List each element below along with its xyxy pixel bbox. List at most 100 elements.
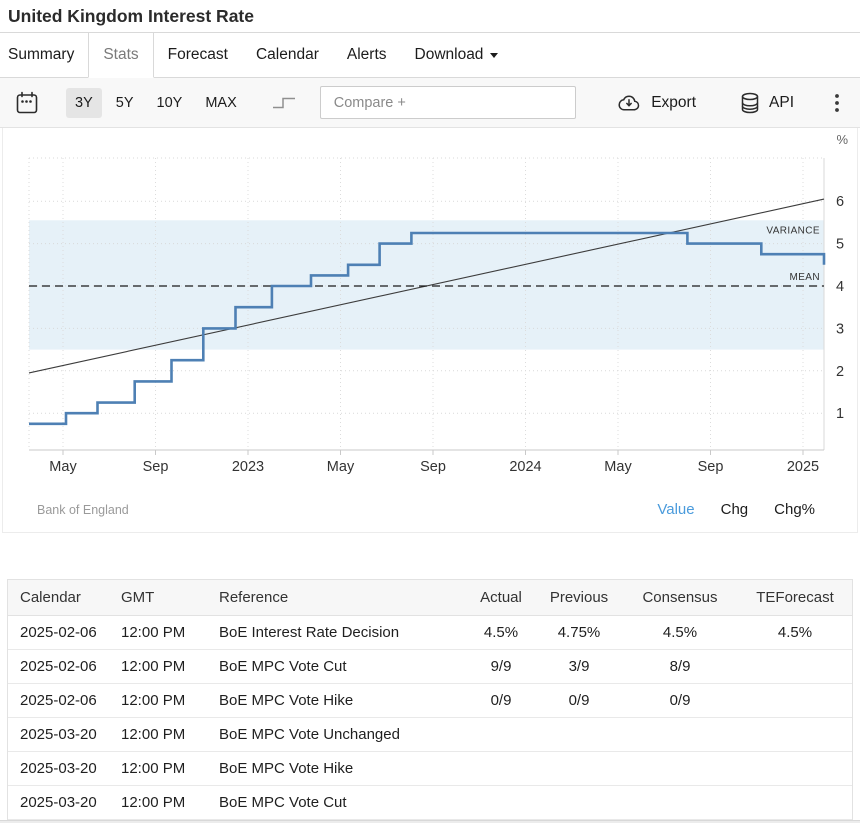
- cell-consensus: [622, 751, 738, 786]
- caret-down-icon: [490, 52, 499, 58]
- calendar-button[interactable]: [12, 88, 42, 118]
- calendar-row[interactable]: 2025-03-20 12:00 PM BoE MPC Vote Hike: [8, 751, 852, 786]
- tab-label: Download: [414, 46, 484, 63]
- chart-source: Bank of England: [37, 502, 129, 517]
- cell-previous: [536, 717, 622, 752]
- cell-gmt: 12:00 PM: [113, 683, 211, 718]
- column-header-gmt: GMT: [113, 580, 211, 616]
- next-section-edge: [0, 820, 860, 823]
- cell-gmt: 12:00 PM: [113, 649, 211, 684]
- x-tick-label: 2024: [509, 459, 541, 475]
- cell-gmt: 12:00 PM: [113, 717, 211, 752]
- tab-label: Alerts: [346, 46, 387, 63]
- range-selector: 3Y 5Y 10Y MAX: [66, 87, 246, 118]
- calendar-row[interactable]: 2025-03-20 12:00 PM BoE MPC Vote Unchanged: [8, 717, 852, 752]
- export-label: Export: [651, 93, 697, 111]
- column-header-consensus: Consensus: [622, 580, 738, 616]
- tab-download[interactable]: Download: [400, 33, 513, 77]
- chart-type-button[interactable]: [268, 92, 300, 113]
- tab-calendar[interactable]: Calendar: [241, 33, 333, 77]
- cell-reference: BoE MPC Vote Cut: [211, 785, 466, 820]
- export-button[interactable]: Export: [610, 92, 702, 114]
- range-3y-button[interactable]: 3Y: [66, 87, 102, 118]
- chart-card: 1 2 3 4 5 6 May Sep 2023 May Sep 2024 May Sep 2025 VARI…: [2, 128, 858, 533]
- range-10y-button[interactable]: 10Y: [148, 88, 192, 118]
- tab-forecast[interactable]: Forecast: [153, 33, 242, 77]
- mean-label: MEAN: [790, 272, 821, 283]
- cell-reference: BoE MPC Vote Cut: [211, 649, 466, 684]
- unit-label: %: [836, 132, 848, 147]
- column-header-previous: Previous: [536, 580, 622, 616]
- cell-consensus: 8/9: [622, 649, 738, 684]
- kebab-menu-icon: [835, 93, 839, 112]
- range-max-button[interactable]: MAX: [196, 88, 245, 118]
- compare-input[interactable]: [319, 86, 576, 119]
- cell-teforecast: [738, 785, 852, 820]
- y-tick-label: 1: [836, 406, 844, 422]
- calendar-row[interactable]: 2025-02-06 12:00 PM BoE MPC Vote Cut 9/9 3/9…: [8, 649, 852, 684]
- api-button[interactable]: API: [734, 91, 800, 115]
- cell-teforecast: 4.5%: [738, 615, 852, 650]
- step-line-icon: [272, 97, 295, 109]
- chart-mode-chg[interactable]: Chg: [720, 501, 749, 518]
- chart-mode-value[interactable]: Value: [657, 501, 695, 518]
- column-header-reference: Reference: [211, 580, 466, 616]
- tab-label: Forecast: [167, 46, 228, 63]
- cell-teforecast: [738, 717, 852, 752]
- y-tick-label: 4: [836, 279, 844, 295]
- x-tick-label: Sep: [420, 459, 446, 475]
- tab-label: Calendar: [255, 46, 319, 63]
- cell-consensus: [622, 717, 738, 752]
- page-title: United Kingdom Interest Rate: [8, 6, 254, 26]
- chart-mode-chg-[interactable]: Chg%: [774, 501, 815, 518]
- chart-mode-links: Value Chg Chg%: [657, 501, 815, 518]
- cell-gmt: 12:00 PM: [113, 615, 211, 650]
- cell-calendar: 2025-02-06: [8, 683, 113, 718]
- x-tick-label: May: [327, 459, 355, 475]
- cell-calendar: 2025-02-06: [8, 615, 113, 650]
- interest-rate-chart[interactable]: 1 2 3 4 5 6 May Sep 2023 May Sep 2024 May Sep 2025 VARI…: [3, 128, 857, 478]
- column-header-teforecast: TEForecast: [738, 580, 852, 616]
- cell-consensus: 4.5%: [622, 615, 738, 650]
- cloud-download-icon: [618, 94, 640, 111]
- calendar-row[interactable]: 2025-03-20 12:00 PM BoE MPC Vote Cut: [8, 785, 852, 820]
- tab-summary[interactable]: Summary: [0, 33, 89, 77]
- cell-previous: [536, 785, 622, 820]
- tab-label: Summary: [8, 46, 75, 63]
- variance-band: [29, 220, 824, 350]
- calendar-row[interactable]: 2025-02-06 12:00 PM BoE Interest Rate Deci…: [8, 615, 852, 650]
- calendar-row[interactable]: 2025-02-06 12:00 PM BoE MPC Vote Hike 0/9 0/…: [8, 683, 852, 718]
- cell-actual: 9/9: [466, 649, 536, 684]
- range-5y-button[interactable]: 5Y: [107, 88, 143, 118]
- cell-actual: [466, 751, 536, 786]
- cell-previous: 0/9: [536, 683, 622, 718]
- cell-actual: 0/9: [466, 683, 536, 718]
- cell-actual: [466, 785, 536, 820]
- cell-calendar: 2025-03-20: [8, 751, 113, 786]
- x-tick-label: Sep: [143, 459, 169, 475]
- kebab-menu-button[interactable]: [832, 91, 842, 115]
- cell-consensus: 0/9: [622, 683, 738, 718]
- cell-reference: BoE Interest Rate Decision: [211, 615, 466, 650]
- tab-stats[interactable]: Stats: [88, 33, 154, 78]
- tab-label: Stats: [103, 46, 139, 63]
- cell-reference: BoE MPC Vote Unchanged: [211, 717, 466, 752]
- y-tick-label: 2: [836, 364, 844, 380]
- chart-footer: Bank of England Value Chg Chg%: [3, 501, 857, 518]
- table-header-row: Calendar GMT Reference Actual Previous Consen…: [8, 580, 852, 616]
- calendar-table: Calendar GMT Reference Actual Previous Consen…: [7, 579, 853, 820]
- cell-calendar: 2025-02-06: [8, 649, 113, 684]
- y-tick-label: 5: [836, 237, 844, 253]
- cell-teforecast: [738, 683, 852, 718]
- x-tick-label: 2023: [232, 459, 264, 475]
- tab-alerts[interactable]: Alerts: [332, 33, 401, 77]
- cell-reference: BoE MPC Vote Hike: [211, 751, 466, 786]
- cell-gmt: 12:00 PM: [113, 785, 211, 820]
- y-tick-label: 3: [836, 321, 844, 337]
- cell-consensus: [622, 785, 738, 820]
- y-tick-label: 6: [836, 194, 844, 210]
- calendar-icon: [16, 91, 38, 113]
- cell-calendar: 2025-03-20: [8, 785, 113, 820]
- tab-bar: Summary Stats Forecast Calendar Alerts Downlo…: [0, 33, 860, 78]
